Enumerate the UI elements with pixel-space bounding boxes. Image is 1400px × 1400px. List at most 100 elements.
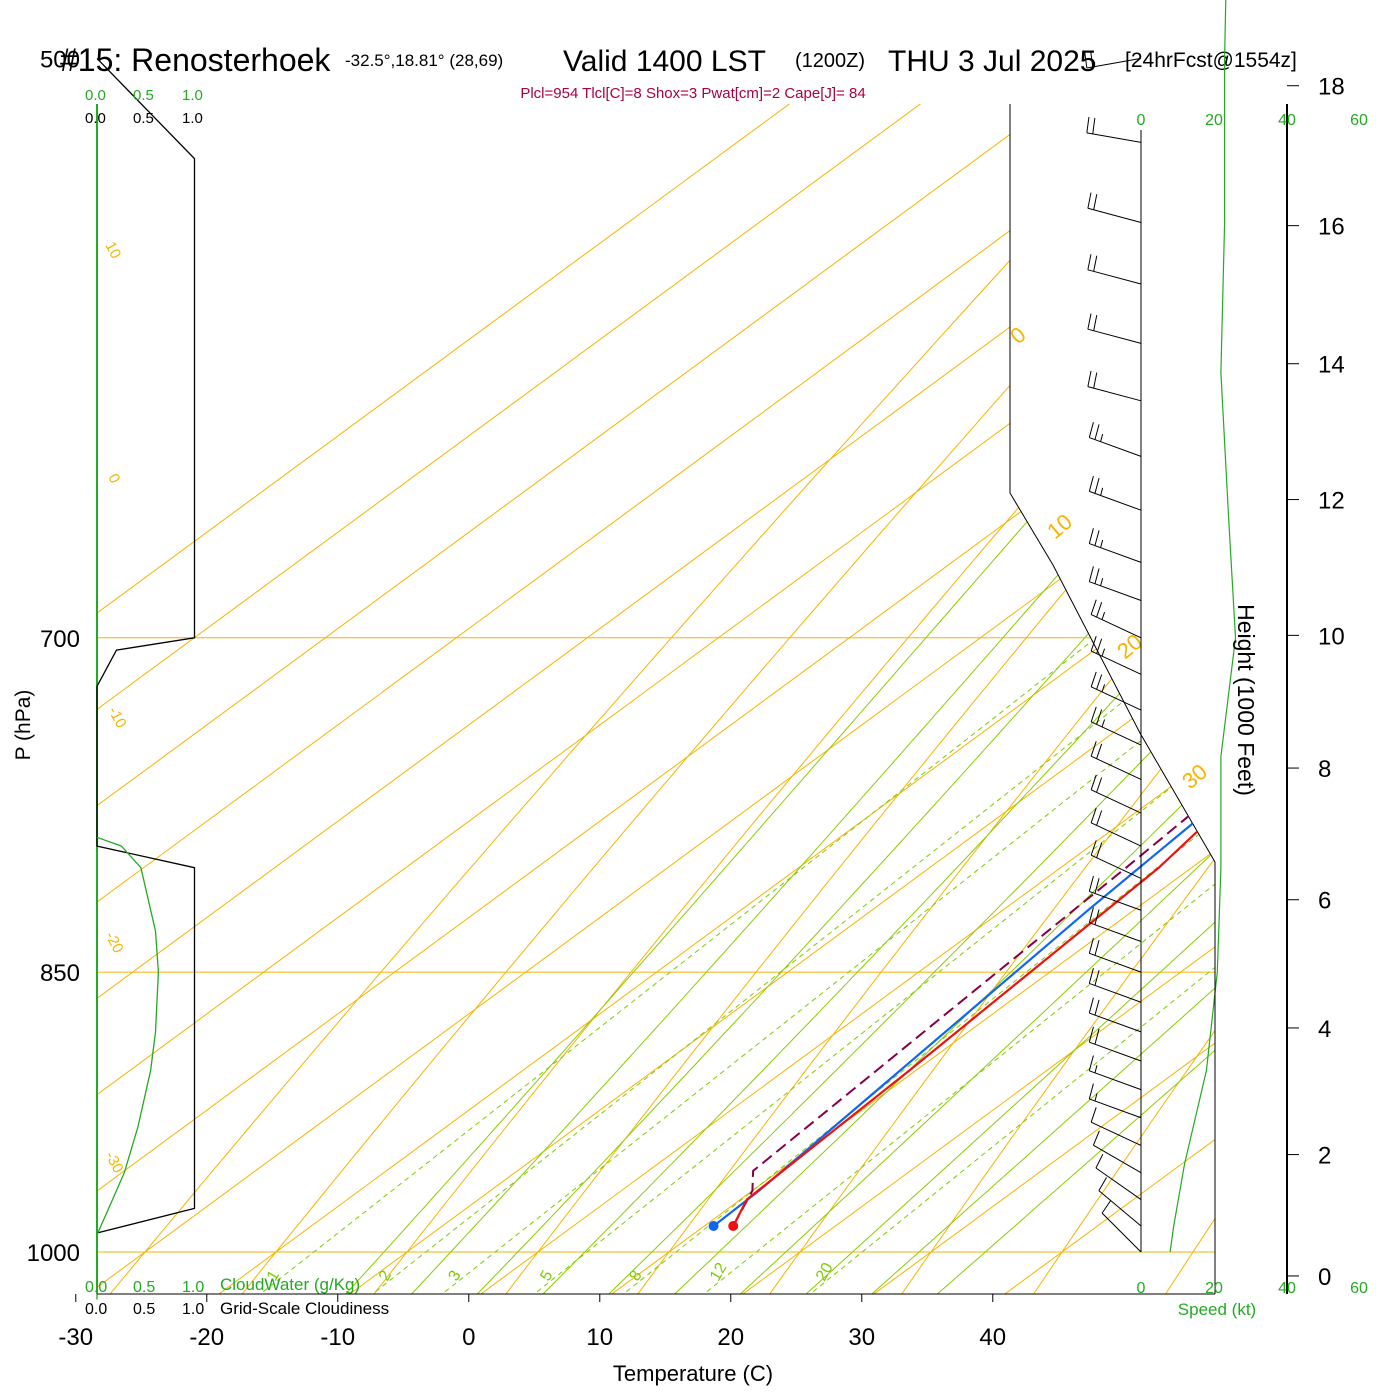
isotherm-line xyxy=(97,104,1215,1294)
top-green-tick-1: 0.5 xyxy=(133,87,154,104)
moist-adiabat xyxy=(533,104,1215,1294)
temperature-tick-label: 10 xyxy=(586,1324,613,1351)
y-axis-label: P (hPa) xyxy=(12,690,35,761)
height-tick-label: 2 xyxy=(1318,1143,1331,1170)
isotherm-label: 30 xyxy=(1177,759,1212,794)
speed-bottom-tick-1: 20 xyxy=(1205,1280,1223,1297)
wind-barb xyxy=(1090,599,1142,639)
isotherm-line xyxy=(97,104,1215,1294)
moist-adiabat xyxy=(664,104,1215,1294)
bottom-green-tick-1: 0.5 xyxy=(133,1279,155,1296)
moist-adiabat xyxy=(468,104,1215,1294)
isotherm-line xyxy=(97,104,1215,1294)
wind-barb xyxy=(1087,254,1142,285)
isotherm-label: 10 xyxy=(1042,509,1077,544)
wind-barb xyxy=(1088,528,1142,563)
mixing-ratio-line xyxy=(248,104,1215,1294)
wind-barb xyxy=(1101,1200,1142,1253)
speed-top-tick-1: 20 xyxy=(1205,112,1223,129)
left-top-scale: 0.0 0.5 1.0 0.0 0.5 1.0 xyxy=(85,87,203,127)
height-tick-label: 14 xyxy=(1318,352,1345,379)
chart-title-zulu: (1200Z) xyxy=(795,50,865,72)
isotherm-line xyxy=(468,104,1215,1294)
speed-top-tick-0: 0 xyxy=(1137,112,1146,129)
isotherm-line xyxy=(337,104,1215,1294)
speed-bottom-tick-3: 60 xyxy=(1350,1280,1368,1297)
height-tick-label: 0 xyxy=(1318,1264,1331,1291)
dry-adiabat xyxy=(234,104,1215,1294)
moist-adiabat xyxy=(861,104,1215,1294)
isotherm-line xyxy=(206,104,1215,1294)
height-tick-label: 16 xyxy=(1318,214,1345,241)
dry-adiabat xyxy=(1159,104,1215,1294)
top-black-tick-0: 0.0 xyxy=(85,110,106,127)
height-tick-label: 6 xyxy=(1318,888,1331,915)
speed-bottom-tick-2: 40 xyxy=(1278,1280,1296,1297)
temperature-tick-label: -10 xyxy=(320,1324,355,1351)
surface-temperature-dot xyxy=(728,1220,739,1231)
pressure-tick-label: 700 xyxy=(40,626,80,653)
isotherm-label: -10 xyxy=(104,704,129,731)
wind-barb xyxy=(1088,1026,1142,1062)
wind-barb xyxy=(1088,907,1142,942)
mixing-ratio-line xyxy=(692,104,1215,1294)
isotherm-label: 20 xyxy=(1112,629,1147,664)
temperature-tick-label: 30 xyxy=(848,1324,875,1351)
chart-title-coords: -32.5°,18.81° (28,69) xyxy=(345,51,503,70)
wind-barb xyxy=(1090,840,1142,879)
left-bottom-scale: 0.0 0.5 1.0 CloudWater (g/Kg) 0.0 0.5 1.… xyxy=(85,1275,389,1318)
bottom-black-tick-1: 0.5 xyxy=(133,1301,155,1318)
height-tick-label: 12 xyxy=(1318,488,1345,515)
pressure-tick-label: 500 xyxy=(40,46,80,73)
height-tick-label: 8 xyxy=(1318,756,1331,783)
wind-barb xyxy=(1088,422,1142,457)
dry-adiabat xyxy=(1027,104,1215,1294)
isotherm-label: 10 xyxy=(101,239,124,262)
wind-barb xyxy=(1088,876,1142,911)
chart-title-date: THU 3 Jul 2025 xyxy=(888,45,1096,78)
dry-adiabat xyxy=(1292,0,1400,1303)
wind-barb xyxy=(1087,313,1142,344)
mixing-ratio-line xyxy=(798,104,1215,1294)
cloud-water-trace xyxy=(96,836,160,1300)
indices-text: Plcl=954 Tlcl[C]=8 Shox=3 Pwat[cm]=2 Cap… xyxy=(520,85,865,102)
wind-barb xyxy=(1092,1130,1142,1174)
wind-barb xyxy=(1088,937,1142,973)
moist-adiabat xyxy=(926,104,1215,1294)
moist-adiabat xyxy=(795,104,1215,1294)
cloudwater-label: CloudWater (g/Kg) xyxy=(220,1275,360,1294)
wind-barb xyxy=(1087,370,1142,402)
chart-title-station: #15: Renosterhoek xyxy=(60,42,331,78)
top-green-tick-2: 1.0 xyxy=(182,87,203,104)
wind-barb xyxy=(1098,1177,1142,1227)
pressure-tick-label: 850 xyxy=(40,960,80,987)
temperature-tick-label: -30 xyxy=(58,1324,93,1351)
chart-title-valid: Valid 1400 LST xyxy=(563,45,766,78)
mixing-ratio-label: 20 xyxy=(813,1260,837,1284)
speed-top-tick-3: 60 xyxy=(1350,112,1368,129)
speed-scale: 0 20 40 60 0 20 40 60 Speed (kt) xyxy=(1137,112,1368,1319)
top-black-tick-1: 0.5 xyxy=(133,110,154,127)
height-axis-label: Height (1000 Feet) xyxy=(1233,604,1259,796)
wind-barb xyxy=(1088,968,1142,1003)
moist-adiabat xyxy=(730,104,1215,1294)
temperature-tick-label: 40 xyxy=(979,1324,1006,1351)
wind-barb xyxy=(1090,671,1142,711)
temperature-tick-label: 20 xyxy=(717,1324,744,1351)
bottom-black-tick-2: 1.0 xyxy=(182,1301,204,1318)
temperature-tick-label: -20 xyxy=(189,1324,224,1351)
wind-speed-trace xyxy=(1169,0,1237,1253)
surface-dewpoint-dot xyxy=(708,1220,719,1231)
mixing-ratio-line xyxy=(611,104,1215,1294)
mixing-ratio-label: 5 xyxy=(537,1268,556,1284)
top-green-tick-0: 0.0 xyxy=(85,87,106,104)
pressure-tick-label: 1000 xyxy=(27,1240,80,1267)
wind-barb xyxy=(1090,706,1142,746)
dry-adiabat xyxy=(895,104,1215,1294)
wind-barb xyxy=(1095,1153,1142,1200)
dry-adiabat xyxy=(762,104,1215,1294)
isotherm-label: -20 xyxy=(101,929,126,956)
x-axis-label: Temperature (C) xyxy=(613,1361,773,1386)
chart-title-forecast: [24hrFcst@1554z] xyxy=(1125,49,1297,72)
